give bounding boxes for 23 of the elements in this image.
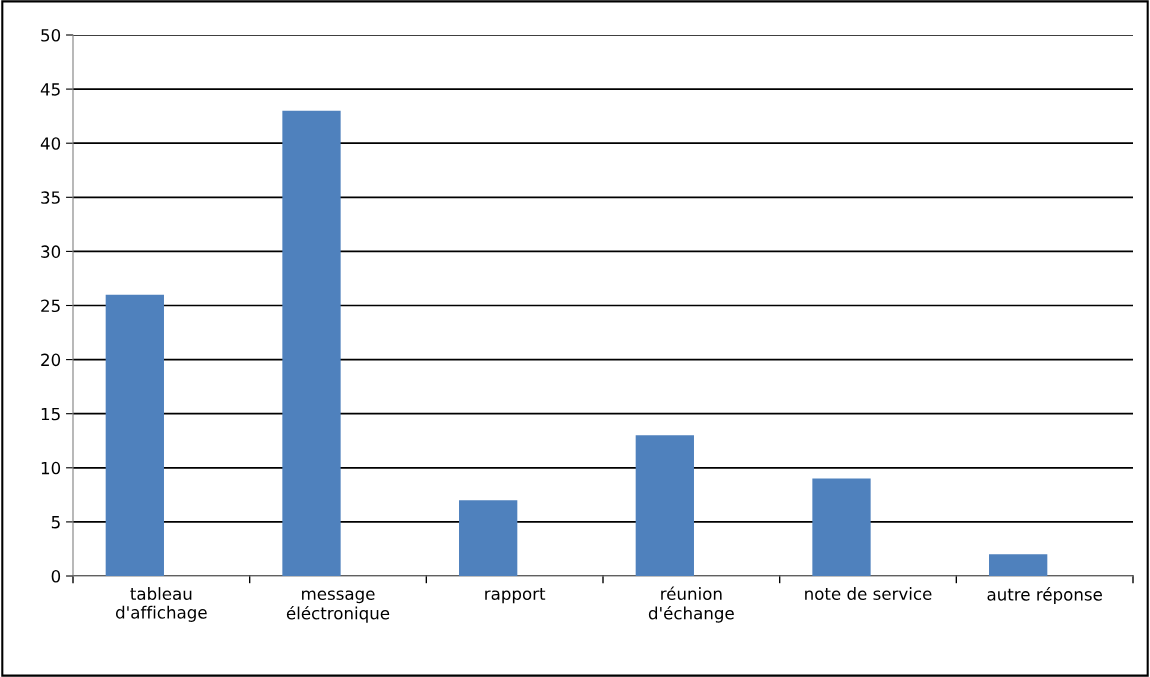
x-tick-label: note de service	[805, 587, 932, 601]
y-tick-label: 40	[40, 137, 61, 150]
x-tick-label: rapport	[485, 588, 546, 604]
y-tick-label: 50	[41, 28, 61, 42]
y-tick-label: 0	[51, 569, 61, 583]
y-tick-label: 20	[41, 353, 61, 367]
y-tick-label: 30	[41, 245, 61, 258]
bar	[635, 435, 694, 576]
bar	[459, 500, 518, 576]
x-tick-label: tableau d'affichage	[115, 587, 207, 622]
y-tick-label: 10	[41, 461, 61, 475]
bar	[812, 478, 871, 576]
y-tick-label: 45	[40, 83, 60, 96]
bar	[105, 294, 164, 576]
y-tick-label: 35	[41, 191, 60, 204]
bar	[989, 554, 1048, 576]
y-tick-label: 5	[51, 516, 60, 529]
x-tick-label: réunion d'échange	[648, 586, 734, 623]
y-tick-label: 15	[41, 407, 60, 421]
x-tick-label: autre réponse	[987, 587, 1102, 604]
y-tick-label: 25	[41, 299, 60, 313]
bar	[282, 110, 341, 576]
x-tick-label: message éléctronique	[286, 590, 390, 623]
